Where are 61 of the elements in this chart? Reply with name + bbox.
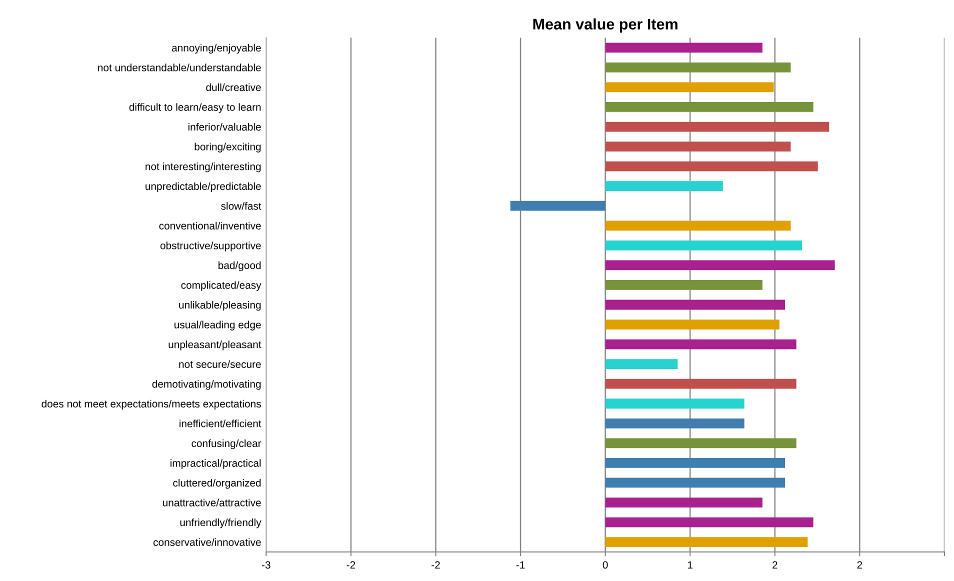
y-tick-label: unattractive/attractive	[162, 498, 261, 506]
bar	[605, 498, 762, 508]
y-tick-label: dull/creative	[206, 83, 261, 92]
y-tick-label: impractical/practical	[170, 459, 261, 469]
chart-title: Mean value per Item	[533, 18, 678, 33]
bar	[605, 339, 796, 350]
bar	[510, 200, 606, 211]
y-tick-label: unlikable/pleasing	[179, 300, 261, 311]
bar	[605, 300, 786, 310]
bar	[605, 438, 796, 448]
x-tick-label: -2	[346, 561, 356, 569]
y-tick-label: unpredictable/predictable	[146, 182, 261, 192]
x-tick-label: -2	[432, 561, 440, 569]
y-tick-label: confusing/clear	[192, 439, 262, 450]
bar	[605, 537, 808, 548]
y-tick-label: difficult to learn/easy to learn	[129, 103, 261, 113]
x-tick-label: -1	[516, 561, 525, 569]
bar	[605, 220, 791, 231]
y-tick-label: conventional/inventive	[159, 222, 261, 230]
bar	[605, 181, 723, 192]
y-tick-label: conservative/innovative	[153, 538, 261, 546]
bar	[605, 122, 830, 132]
y-tick-label: demotivating/motivating	[152, 380, 261, 390]
bar	[605, 161, 818, 172]
y-tick-label: slow/fast	[221, 202, 262, 210]
bar	[605, 62, 791, 72]
y-tick-label: not secure/secure	[179, 360, 261, 368]
bar	[605, 320, 780, 330]
y-tick-label: annoying/enjoyable	[172, 44, 261, 54]
y-tick-label: obstructive/supportive	[160, 242, 261, 252]
y-tick-label: usual/leading edge	[174, 320, 261, 330]
x-tick-label: 0	[602, 561, 608, 569]
bar	[605, 478, 786, 488]
bar	[605, 260, 835, 270]
y-tick-label: inferior/valuable	[188, 122, 261, 131]
y-tick-label: inefficient/efficient	[180, 420, 262, 428]
bar	[605, 102, 814, 112]
y-tick-label: unfriendly/friendly	[180, 518, 262, 528]
bar	[605, 142, 791, 152]
x-tick-label: -3	[262, 561, 270, 569]
bar	[605, 398, 744, 409]
y-tick-label: bad/good	[218, 261, 261, 272]
bar	[605, 359, 678, 370]
bar	[605, 42, 762, 53]
y-tick-label: does not meet expectations/meets expectations	[42, 400, 261, 410]
y-tick-label: cluttered/organized	[173, 478, 261, 489]
bar	[605, 458, 786, 468]
y-tick-label: unpleasant/pleasant	[168, 340, 262, 350]
y-tick-label: not interesting/interesting	[146, 162, 261, 172]
bar	[605, 517, 814, 528]
y-tick-label: not understandable/understandable	[98, 64, 261, 72]
bar	[605, 280, 762, 290]
x-tick-label: 2	[857, 561, 862, 569]
x-tick-label: 2	[772, 561, 778, 569]
y-tick-label: boring/exciting	[194, 142, 261, 152]
bar	[605, 240, 802, 250]
bar	[605, 378, 796, 389]
bar	[605, 418, 744, 428]
y-tick-label: complicated/easy	[181, 281, 262, 291]
bar	[605, 82, 774, 92]
x-tick-label: 1	[688, 561, 692, 569]
